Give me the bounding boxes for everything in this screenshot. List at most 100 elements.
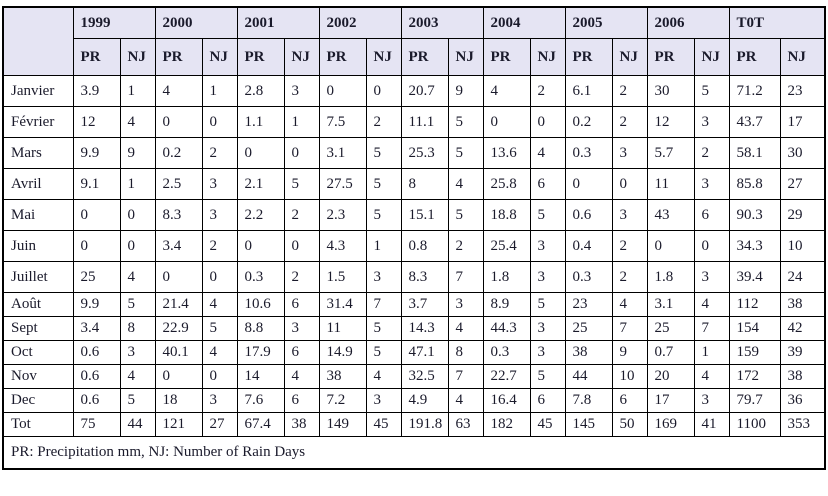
value-cell: 149 <box>318 412 367 437</box>
table-row: Juillet 25 4 0 0 0.3 2 1.5 3 8.3 7 1.8 3 0.3 2 1.8 3 39.4… <box>2 261 826 293</box>
value-cell: 47.1 <box>400 340 449 365</box>
value-cell: 4 <box>693 292 730 317</box>
value-cell: 0.6 <box>72 388 121 413</box>
value-cell: 22.7 <box>482 364 531 389</box>
value-cell: 0 <box>283 137 320 169</box>
value-cell: 29 <box>779 199 826 231</box>
value-cell: 2 <box>201 137 238 169</box>
value-cell: 8 <box>119 316 156 341</box>
value-cell: 2.5 <box>154 168 203 200</box>
value-cell: 8.3 <box>400 261 449 293</box>
value-cell: 10.6 <box>236 292 285 317</box>
value-cell: 2 <box>283 199 320 231</box>
value-cell: 5 <box>365 137 402 169</box>
value-cell: 1.1 <box>236 106 285 138</box>
value-cell: 5 <box>119 292 156 317</box>
pr-header: PR <box>318 38 367 76</box>
month-label-cell: Juin <box>2 230 74 262</box>
value-cell: 25.4 <box>482 230 531 262</box>
table-row: Juin 0 0 3.4 2 0 0 4.3 1 0.8 2 25.4 3 0.4 2 0 0 34.3 10 <box>2 230 826 262</box>
year-header: 2000 <box>154 6 238 39</box>
precipitation-table: 1999 2000 2001 2002 2003 2004 2005 2006 T0T PR NJ… <box>2 6 827 470</box>
year-header: 2002 <box>318 6 402 39</box>
value-cell: 5 <box>365 168 402 200</box>
value-cell: 1 <box>693 340 730 365</box>
value-cell: 38 <box>564 340 613 365</box>
month-label-cell: Sept <box>2 316 74 341</box>
nj-header: NJ <box>693 38 730 76</box>
nj-header: NJ <box>529 38 566 76</box>
value-cell: 3 <box>365 261 402 293</box>
value-cell: 0 <box>564 168 613 200</box>
value-cell: 169 <box>646 412 695 437</box>
value-cell: 6 <box>611 388 648 413</box>
value-cell: 15.1 <box>400 199 449 231</box>
value-cell: 159 <box>728 340 781 365</box>
sub-header-row: PR NJ PR NJ PR NJ PR NJ PR NJ PR NJ PR NJ PR NJ PR NJ <box>3 38 826 76</box>
year-header: 2006 <box>646 6 730 39</box>
value-cell: 4 <box>447 388 484 413</box>
value-cell: 3.1 <box>646 292 695 317</box>
value-cell: 0 <box>318 75 367 107</box>
value-cell: 112 <box>728 292 781 317</box>
value-cell: 25 <box>564 316 613 341</box>
value-cell: 43.7 <box>728 106 781 138</box>
value-cell: 44 <box>119 412 156 437</box>
value-cell: 3.4 <box>154 230 203 262</box>
value-cell: 27.5 <box>318 168 367 200</box>
nj-header: NJ <box>119 38 156 76</box>
value-cell: 3 <box>529 261 566 293</box>
value-cell: 191.8 <box>400 412 449 437</box>
month-label-cell: Nov <box>2 364 74 389</box>
value-cell: 10 <box>779 230 826 262</box>
value-cell: 2 <box>611 230 648 262</box>
table-row: Tot 75 44 121 27 67.4 38 149 45 191.8 63 182 45 145 50… <box>2 412 826 437</box>
value-cell: 11 <box>646 168 695 200</box>
month-label-cell: Mars <box>2 137 74 169</box>
footer-row: PR: Precipitation mm, NJ: Number of Rain… <box>2 436 826 470</box>
value-cell: 12 <box>646 106 695 138</box>
value-cell: 2 <box>283 261 320 293</box>
value-cell: 1 <box>201 75 238 107</box>
value-cell: 36 <box>779 388 826 413</box>
value-cell: 1 <box>119 75 156 107</box>
value-cell: 2 <box>611 261 648 293</box>
value-cell: 3 <box>529 316 566 341</box>
value-cell: 0 <box>693 230 730 262</box>
value-cell: 25.3 <box>400 137 449 169</box>
value-cell: 22.9 <box>154 316 203 341</box>
value-cell: 38 <box>779 364 826 389</box>
value-cell: 3 <box>283 316 320 341</box>
value-cell: 5 <box>529 364 566 389</box>
table-row: Mai 0 0 8.3 3 2.2 2 2.3 5 15.1 5 18.8 5 0.6 3 43 6 90.3 29 <box>2 199 826 231</box>
value-cell: 0.6 <box>564 199 613 231</box>
value-cell: 3.7 <box>400 292 449 317</box>
value-cell: 13.6 <box>482 137 531 169</box>
value-cell: 1 <box>119 168 156 200</box>
value-cell: 23 <box>779 75 826 107</box>
value-cell: 4 <box>693 364 730 389</box>
value-cell: 1.5 <box>318 261 367 293</box>
value-cell: 39.4 <box>728 261 781 293</box>
value-cell: 11 <box>318 316 367 341</box>
value-cell: 121 <box>154 412 203 437</box>
nj-header: NJ <box>201 38 238 76</box>
value-cell: 27 <box>779 168 826 200</box>
value-cell: 3 <box>201 199 238 231</box>
value-cell: 182 <box>482 412 531 437</box>
value-cell: 2 <box>693 137 730 169</box>
footer-note: PR: Precipitation mm, NJ: Number of Rain… <box>2 436 826 470</box>
value-cell: 0.2 <box>154 137 203 169</box>
month-label-cell: Dec <box>2 388 74 413</box>
value-cell: 0 <box>529 106 566 138</box>
table-row: Août 9.9 5 21.4 4 10.6 6 31.4 7 3.7 3 8.9 5 23 4 3.1 4 11… <box>2 292 826 317</box>
value-cell: 3.9 <box>72 75 121 107</box>
value-cell: 3 <box>529 340 566 365</box>
value-cell: 45 <box>365 412 402 437</box>
value-cell: 24 <box>779 261 826 293</box>
value-cell: 4 <box>482 75 531 107</box>
value-cell: 4 <box>201 292 238 317</box>
value-cell: 0.3 <box>482 340 531 365</box>
value-cell: 0 <box>365 75 402 107</box>
value-cell: 7 <box>693 316 730 341</box>
